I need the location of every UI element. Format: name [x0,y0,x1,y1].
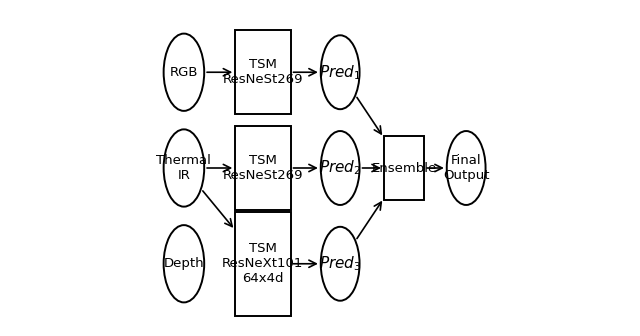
Text: $\mathit{Pred}_{3}$: $\mathit{Pred}_{3}$ [319,254,362,273]
Text: $\mathit{Pred}_{1}$: $\mathit{Pred}_{1}$ [319,63,362,82]
Ellipse shape [321,131,360,205]
Ellipse shape [164,129,204,207]
Text: Thermal
IR: Thermal IR [157,154,211,182]
Text: TSM
ResNeXt101
64x4d: TSM ResNeXt101 64x4d [222,242,303,285]
Ellipse shape [321,227,360,301]
Ellipse shape [164,34,204,111]
Ellipse shape [321,35,360,109]
Ellipse shape [164,225,204,302]
Text: Ensemble: Ensemble [371,162,436,174]
Bar [384,136,424,200]
Bar [235,30,291,114]
Bar [235,212,291,316]
Text: Depth: Depth [164,257,204,270]
Text: $\mathit{Pred}_{2}$: $\mathit{Pred}_{2}$ [319,159,361,177]
Text: TSM
ResNeSt269: TSM ResNeSt269 [223,154,303,182]
Text: TSM
ResNeSt269: TSM ResNeSt269 [223,58,303,86]
Bar [235,126,291,210]
Text: RGB: RGB [170,66,198,79]
Text: Final
Output: Final Output [443,154,490,182]
Ellipse shape [447,131,486,205]
